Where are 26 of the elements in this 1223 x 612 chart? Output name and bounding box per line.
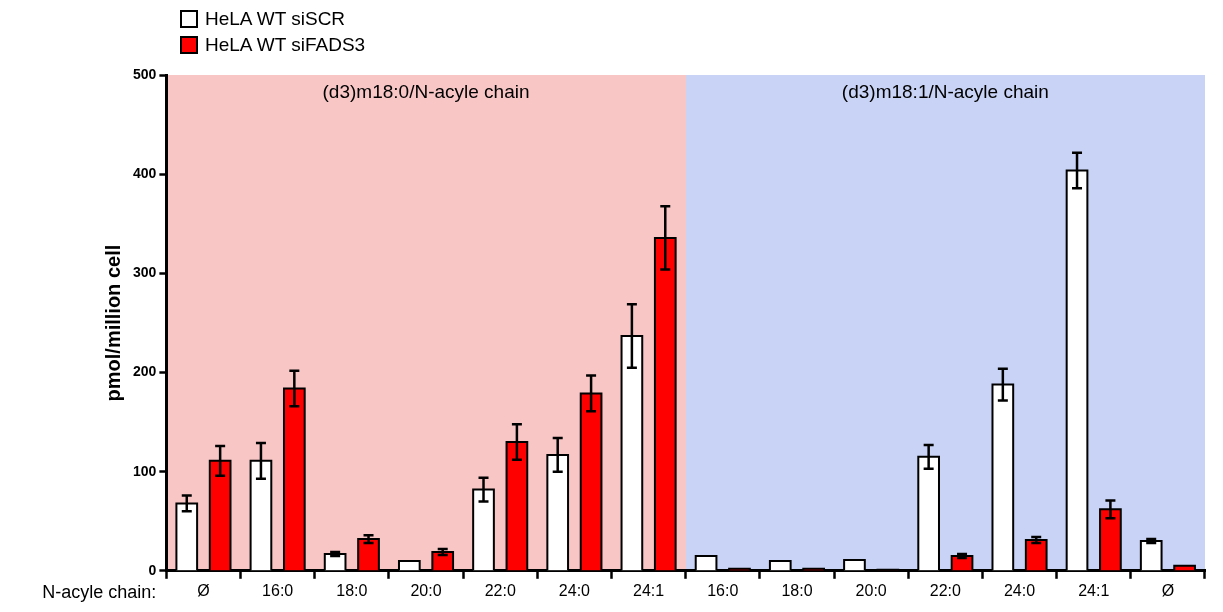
y-tick-label: 200: [133, 363, 157, 380]
annotation: (d3)m18:0/N-acyle chain: [322, 81, 530, 103]
x-tick-label: 18:0: [781, 581, 813, 599]
y-axis-title: pmol/million cell: [101, 244, 124, 402]
x-tick-label: 24:1: [633, 581, 665, 599]
y-tick-label: 300: [133, 264, 157, 281]
legend-label: HeLA WT siFADS3: [205, 34, 366, 56]
x-tick-label: 16:0: [707, 581, 739, 599]
x-axis-title: N-acyle chain:: [42, 581, 157, 602]
x-tick-label: 18:0: [336, 581, 368, 599]
y-tick-label: 100: [133, 462, 157, 479]
x-tick-label: 24:0: [558, 581, 591, 599]
x-tick-label: 24:0: [1003, 581, 1036, 599]
y-tick-label: 500: [133, 66, 157, 83]
annotation: (d3)m18:1/N-acyle chain: [841, 81, 1049, 103]
y-tick-label: 400: [133, 165, 157, 182]
legend-label: HeLA WT siSCR: [205, 8, 346, 30]
x-tick-label: 20:0: [855, 581, 887, 599]
x-tick-label: Ø: [197, 581, 210, 599]
x-tick-label: 24:1: [1078, 581, 1110, 599]
x-tick-label: 22:0: [929, 581, 962, 599]
x-tick-label: 16:0: [262, 581, 294, 599]
x-tick-label: 20:0: [410, 581, 442, 599]
y-tick-label: 0: [148, 561, 157, 578]
x-tick-label: Ø: [1161, 581, 1175, 599]
x-tick-label: 22:0: [484, 581, 516, 599]
